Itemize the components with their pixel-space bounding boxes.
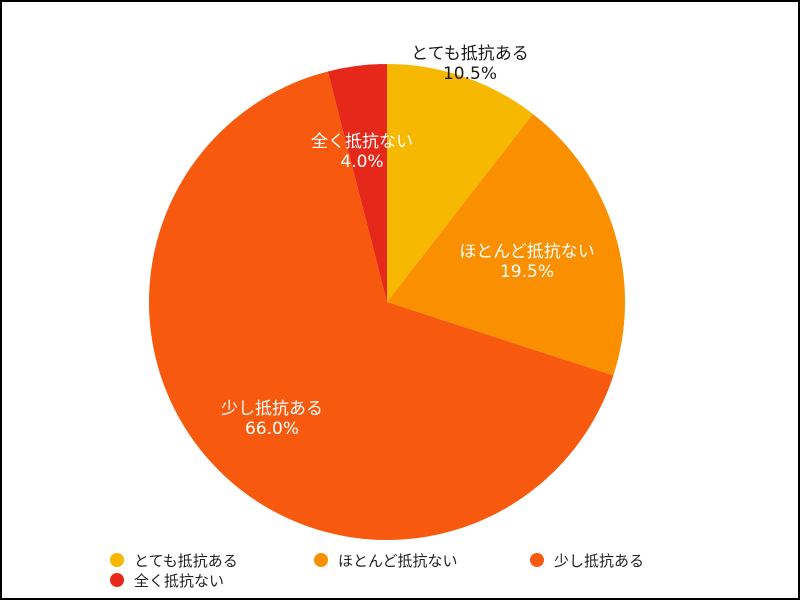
pie-slices <box>148 63 626 541</box>
slice-category-label: ほとんど抵抗ない <box>459 242 595 262</box>
legend-marker-icon <box>110 573 124 587</box>
legend-item-3: 全く抵抗ない <box>110 570 224 590</box>
legend-label: 少し抵抗ある <box>554 551 645 570</box>
pie-slice-0 <box>387 63 533 302</box>
slice-value-label: 19.5% <box>500 262 554 282</box>
slice-value-label: 10.5% <box>443 64 497 84</box>
pie-slice-2 <box>148 71 614 541</box>
slice-value-label: 4.0% <box>340 152 383 172</box>
pie-slice-label-2: 少し抵抗ある 66.0% <box>221 399 323 439</box>
slice-category-label: 全く抵抗ない <box>311 132 413 152</box>
legend-marker-icon <box>314 553 328 567</box>
legend-item-0: とても抵抗ある <box>110 550 238 570</box>
pie-slice-label-1: ほとんど抵抗ない 19.5% <box>459 242 595 282</box>
legend: とても抵抗ある ほとんど抵抗ない 少し抵抗ある 全く抵抗ない <box>110 550 770 594</box>
legend-label: ほとんど抵抗ない <box>338 551 458 570</box>
pie-slice-label-0: とても抵抗ある 10.5% <box>411 44 529 84</box>
slice-category-label: 少し抵抗ある <box>221 399 323 419</box>
legend-item-1: ほとんど抵抗ない <box>314 550 458 570</box>
legend-marker-icon <box>110 553 124 567</box>
slice-category-label: とても抵抗ある <box>411 44 529 64</box>
legend-marker-icon <box>530 553 544 567</box>
pie-labels: とても抵抗ある 10.5% ほとんど抵抗ない 19.5% 少し抵抗ある 66.0% 全く抵抗… <box>221 44 595 439</box>
legend-item-2: 少し抵抗ある <box>530 550 644 570</box>
pie-slice-3 <box>327 64 387 302</box>
legend-label: 全く抵抗ない <box>134 571 225 590</box>
pie-slice-label-3: 全く抵抗ない 4.0% <box>311 132 413 172</box>
slice-value-label: 66.0% <box>245 419 299 439</box>
legend-label: とても抵抗ある <box>134 551 238 570</box>
pie-chart: とても抵抗ある 10.5% ほとんど抵抗ない 19.5% 少し抵抗ある 66.0% 全く抵抗… <box>148 44 626 541</box>
pie-slice-1 <box>387 113 626 376</box>
